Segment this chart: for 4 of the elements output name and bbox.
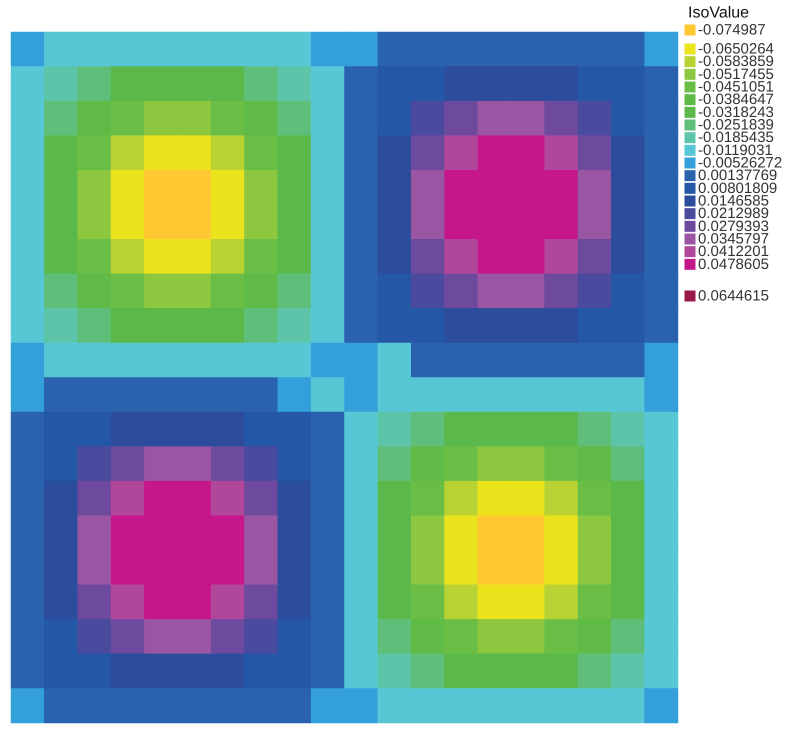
color-bar-label: 0.0478605 <box>698 256 769 273</box>
color-bar-label: 0.0644615 <box>698 288 769 304</box>
color-bar-label: -0.074987 <box>698 22 766 38</box>
color-bar-title: IsoValue <box>688 4 750 22</box>
